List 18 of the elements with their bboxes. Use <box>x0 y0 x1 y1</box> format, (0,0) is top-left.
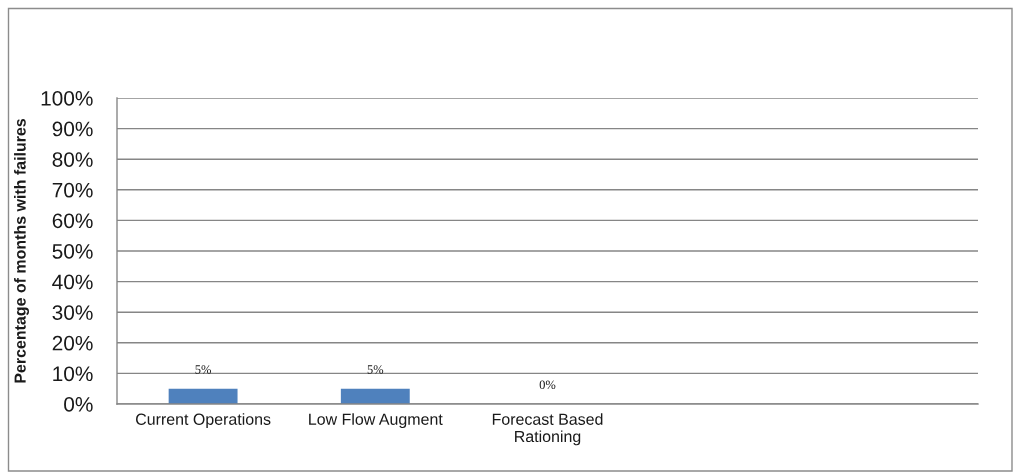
y-tick-label: 70% <box>52 182 93 198</box>
y-tick-label: 20% <box>52 335 93 351</box>
data-label: 5% <box>195 365 212 374</box>
y-tick-label: 50% <box>52 244 93 259</box>
y-tick-label: 30% <box>52 305 93 320</box>
y-tick-label: 90% <box>52 121 93 137</box>
data-label: 0% <box>539 380 556 389</box>
y-tick-label: 100% <box>41 91 93 106</box>
y-tick-label: 10% <box>53 366 93 382</box>
y-axis-title: Percentage of months with failures <box>14 118 29 383</box>
y-tick-label: 80% <box>52 152 93 167</box>
x-tick-label: Forecast Based Rationing <box>492 413 603 446</box>
x-tick-label: Low Flow Augment <box>309 413 443 429</box>
data-label: 5% <box>367 365 384 374</box>
y-tick-label: 40% <box>52 274 93 290</box>
y-tick-label: 60% <box>52 213 93 229</box>
y-tick-label: 0% <box>64 397 93 412</box>
x-tick-label: Current Operations <box>136 413 271 429</box>
